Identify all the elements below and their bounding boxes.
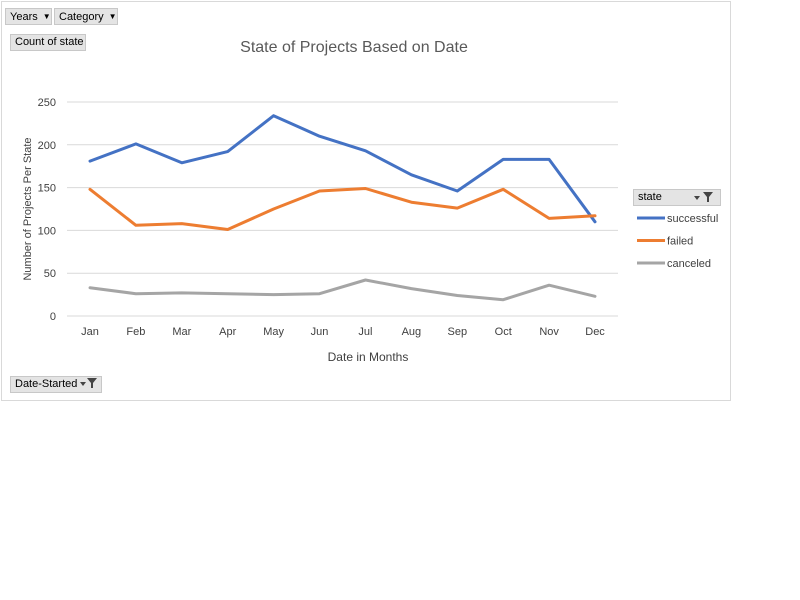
- years-filter-button[interactable]: Years ▼: [5, 8, 52, 25]
- years-filter-label: Years: [10, 11, 38, 23]
- filter-icon: [694, 191, 716, 208]
- count-of-state-button[interactable]: Count of state: [10, 34, 86, 51]
- date-started-filter-button[interactable]: Date-Started: [10, 376, 102, 393]
- dropdown-arrow-icon: ▼: [42, 12, 51, 21]
- category-filter-button[interactable]: Category ▼: [54, 8, 118, 25]
- count-of-state-label: Count of state: [15, 36, 84, 48]
- filter-icon: [80, 377, 98, 394]
- legend-field-label: state: [638, 191, 662, 203]
- date-started-label: Date-Started: [15, 378, 78, 390]
- dropdown-arrow-icon: ▼: [108, 12, 117, 21]
- legend-state-field-button[interactable]: state: [633, 189, 721, 206]
- chart-area[interactable]: [1, 1, 731, 401]
- category-filter-label: Category: [59, 11, 104, 23]
